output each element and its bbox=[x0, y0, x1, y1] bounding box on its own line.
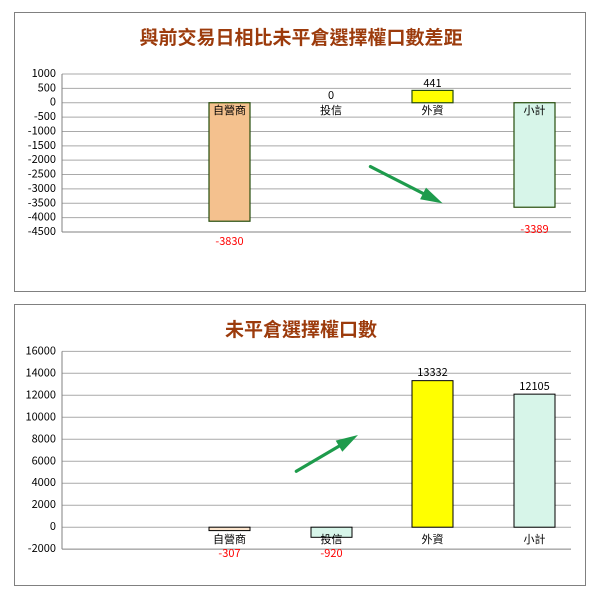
svg-text:未平倉選擇權口數: 未平倉選擇權口數 bbox=[225, 315, 377, 342]
svg-text:0: 0 bbox=[50, 518, 56, 534]
svg-text:8000: 8000 bbox=[32, 430, 56, 446]
svg-text:16000: 16000 bbox=[25, 342, 56, 358]
svg-text:與前交易日相比未平倉選擇權口數差距: 與前交易日相比未平倉選擇權口數差距 bbox=[139, 23, 462, 50]
svg-text:-3830: -3830 bbox=[215, 233, 243, 249]
svg-text:14000: 14000 bbox=[25, 364, 56, 380]
svg-text:-4500: -4500 bbox=[28, 223, 56, 239]
svg-text:6000: 6000 bbox=[32, 452, 56, 468]
svg-text:自營商: 自營商 bbox=[213, 102, 246, 118]
svg-text:-3389: -3389 bbox=[520, 221, 548, 237]
svg-text:-307: -307 bbox=[218, 545, 240, 561]
svg-text:小計: 小計 bbox=[524, 531, 546, 547]
svg-text:12105: 12105 bbox=[519, 378, 550, 394]
svg-text:0: 0 bbox=[328, 87, 334, 103]
svg-text:12000: 12000 bbox=[25, 386, 56, 402]
svg-text:投信: 投信 bbox=[320, 102, 342, 118]
svg-text:13332: 13332 bbox=[417, 364, 448, 380]
svg-text:2000: 2000 bbox=[32, 496, 56, 512]
svg-text:-2000: -2000 bbox=[28, 540, 56, 556]
svg-text:441: 441 bbox=[423, 75, 441, 91]
svg-text:4000: 4000 bbox=[32, 474, 56, 490]
svg-text:小計: 小計 bbox=[524, 102, 546, 118]
svg-text:外資: 外資 bbox=[422, 102, 444, 118]
svg-text:-920: -920 bbox=[320, 545, 342, 561]
svg-text:10000: 10000 bbox=[25, 408, 56, 424]
svg-text:外資: 外資 bbox=[422, 531, 444, 547]
